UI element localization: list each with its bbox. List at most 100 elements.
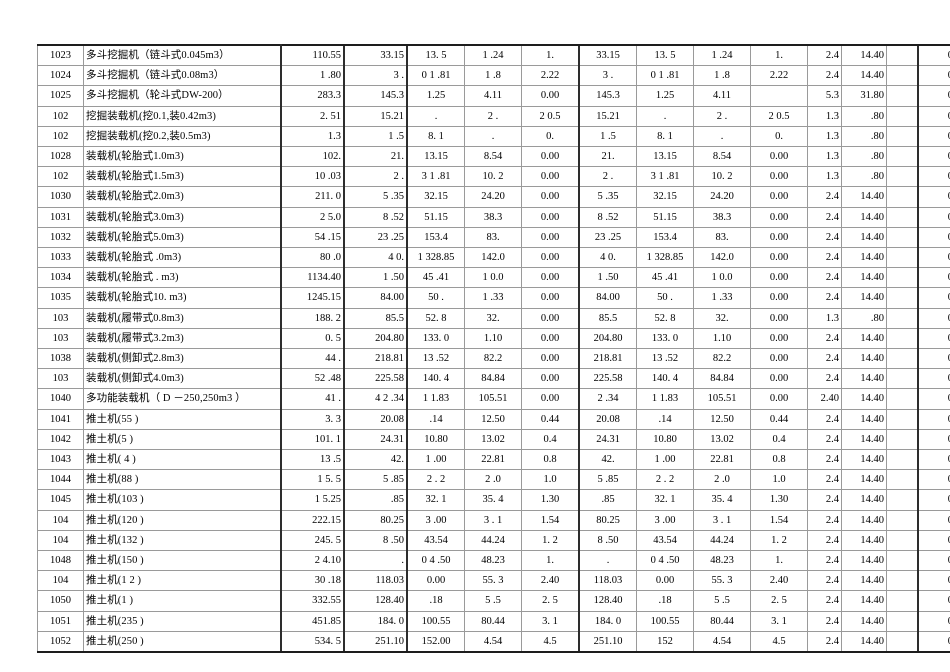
cell-c9[interactable]: 0.00 — [750, 226, 808, 249]
table-row[interactable]: 1040 多功能装载机（ D －250,250m3 ） 41 .4 2 .34 1 1… — [37, 388, 950, 410]
cell-c5[interactable]: 1. — [521, 44, 580, 67]
cell-c11[interactable]: 14.40 — [841, 368, 887, 390]
cell-c4[interactable]: 2 .0 — [464, 469, 522, 491]
cell-c5[interactable]: 0.00 — [521, 226, 580, 249]
cell-c6[interactable]: 128.40 — [578, 590, 637, 612]
cell-c4[interactable]: 8.54 — [464, 146, 522, 168]
cell-c3[interactable]: 8. 1 — [406, 125, 465, 148]
cell-c9[interactable]: 0.00 — [750, 267, 808, 289]
cell-c6[interactable]: 251.10 — [578, 630, 637, 654]
table-row[interactable]: 103 装载机(履带式0.8m3) 188. 2 85.5 52. 8 32. 0.00 85… — [37, 307, 950, 329]
cell-c12[interactable] — [886, 44, 919, 67]
cell-c10[interactable]: 2.4 — [807, 590, 842, 612]
cell-c12[interactable] — [886, 368, 919, 390]
cell-machine-name[interactable]: 装载机(侧卸式2.8m3) — [83, 348, 282, 370]
cell-c4[interactable]: 4.54 — [464, 630, 522, 654]
cell-c7[interactable]: 100.55 — [636, 610, 694, 632]
cell-c12[interactable] — [886, 590, 919, 612]
cell-c2[interactable]: 15.21 — [343, 105, 408, 127]
cell-c7[interactable]: 3 1 .81 — [636, 166, 694, 188]
cell-c1[interactable]: 80 .0 — [280, 247, 345, 269]
cell-code[interactable]: 1048 — [37, 550, 84, 572]
cell-c9[interactable]: 0.00 — [750, 368, 808, 390]
cell-c2[interactable]: 2 . — [343, 166, 408, 188]
cell-c5[interactable]: 0.00 — [521, 287, 580, 309]
cell-c4[interactable]: 3 . 1 — [464, 509, 522, 531]
cell-c9[interactable]: 1.0 — [750, 469, 808, 491]
cell-machine-name[interactable]: 推土机(55 ) — [83, 408, 282, 430]
cell-c8[interactable]: 80.44 — [693, 610, 751, 632]
table-row[interactable]: 104 推土机(1 2 ) 30 .18 118.03 0.00 55. 3 2.40 118… — [37, 570, 950, 592]
cell-c9[interactable]: 0.4 — [750, 428, 808, 451]
cell-c13[interactable]: 0 — [917, 226, 950, 249]
cell-c7[interactable]: .14 — [636, 408, 694, 430]
cell-machine-name[interactable]: 推土机(103 ) — [83, 489, 282, 511]
cell-machine-name[interactable]: 推土机(88 ) — [83, 469, 282, 491]
cell-c1[interactable]: 52 .48 — [280, 368, 345, 390]
cell-c4[interactable]: 1.10 — [464, 327, 522, 350]
cell-machine-name[interactable]: 推土机(1 ) — [83, 590, 282, 612]
cell-c13[interactable]: 0 — [917, 469, 950, 491]
cell-code[interactable]: 103 — [37, 307, 84, 329]
cell-c12[interactable] — [886, 125, 919, 148]
table-row[interactable]: 1042 推土机(5 ) 101. 1 24.31 10.80 13.02 0.4 24.31… — [37, 428, 950, 451]
cell-c7[interactable]: 32. 1 — [636, 489, 694, 511]
cell-c10[interactable]: 1.3 — [807, 166, 842, 188]
cell-c13[interactable]: 0 — [917, 206, 950, 228]
cell-c7[interactable]: 52. 8 — [636, 307, 694, 329]
cell-c2[interactable]: 184. 0 — [343, 610, 408, 632]
cell-machine-name[interactable]: 挖掘装载机(挖0.2,装0.5m3) — [83, 125, 282, 148]
cell-c3[interactable]: 1.25 — [406, 85, 465, 107]
cell-c3[interactable]: 13 .52 — [406, 348, 465, 370]
cell-c5[interactable]: 1. 2 — [521, 529, 580, 552]
cell-c6[interactable]: 21. — [578, 146, 637, 168]
cell-c4[interactable]: 48.23 — [464, 550, 522, 572]
cell-c3[interactable]: .14 — [406, 408, 465, 430]
cell-c1[interactable]: 0. 5 — [280, 327, 345, 350]
cell-machine-name[interactable]: 推土机(5 ) — [83, 428, 282, 451]
cell-code[interactable]: 1052 — [37, 630, 84, 654]
cell-c10[interactable]: 1.3 — [807, 105, 842, 127]
cell-c7[interactable]: 1 1.83 — [636, 388, 694, 410]
cell-c12[interactable] — [886, 105, 919, 127]
cell-machine-name[interactable]: 装载机(轮胎式 .0m3) — [83, 247, 282, 269]
cell-machine-name[interactable]: 推土机(150 ) — [83, 550, 282, 572]
cell-c8[interactable]: 84.84 — [693, 368, 751, 390]
cell-machine-name[interactable]: 多斗挖掘机（链斗式0.08m3） — [83, 65, 282, 87]
cell-c11[interactable]: 14.40 — [841, 529, 887, 552]
cell-c3[interactable]: .18 — [406, 590, 465, 612]
cell-c13[interactable]: 0 — [917, 529, 950, 552]
cell-c2[interactable]: 8 .50 — [343, 529, 408, 552]
cell-c12[interactable] — [886, 449, 919, 471]
table-row[interactable]: 103 装载机(侧卸式4.0m3) 52 .48 225.58 140. 4 84.84 0… — [37, 368, 950, 390]
cell-c9[interactable]: 0.00 — [750, 206, 808, 228]
cell-c5[interactable]: 0.44 — [521, 408, 580, 430]
cell-c12[interactable] — [886, 307, 919, 329]
cell-c2[interactable]: . — [343, 550, 408, 572]
cell-c12[interactable] — [886, 469, 919, 491]
cell-c13[interactable]: 0 — [917, 408, 950, 430]
cell-c8[interactable]: 4.11 — [693, 85, 751, 107]
cell-c2[interactable]: 4 0. — [343, 247, 408, 269]
cell-c4[interactable]: 4.11 — [464, 85, 522, 107]
cell-c5[interactable]: 0.00 — [521, 85, 580, 107]
cell-c9[interactable]: 0.00 — [750, 348, 808, 370]
cell-c12[interactable] — [886, 348, 919, 370]
cell-c8[interactable]: 2 .0 — [693, 469, 751, 491]
cell-c10[interactable]: 2.4 — [807, 489, 842, 511]
table-row[interactable]: 1025 多斗挖掘机（轮斗式DW-200） 283.3 145.3 1.25 4.11 0.… — [37, 85, 950, 107]
cell-c1[interactable]: 283.3 — [280, 85, 345, 107]
cell-c4[interactable]: 12.50 — [464, 408, 522, 430]
table-row[interactable]: 1051 推土机(235 ) 451.85 184. 0 100.55 80.44 3. 1… — [37, 610, 950, 632]
cell-c8[interactable]: 35. 4 — [693, 489, 751, 511]
cell-c5[interactable]: 0.00 — [521, 146, 580, 168]
table-row[interactable]: 102 挖掘装载机(挖0.1,装0.42m3) 2. 51 15.21. 2 .2 0.… — [37, 105, 950, 127]
cell-c9[interactable]: 0.8 — [750, 449, 808, 471]
cell-c9[interactable]: 0. — [750, 125, 808, 148]
cell-c3[interactable]: 100.55 — [406, 610, 465, 632]
cell-c7[interactable]: 51.15 — [636, 206, 694, 228]
cell-c11[interactable]: 31.80 — [841, 85, 887, 107]
cell-c4[interactable]: 82.2 — [464, 348, 522, 370]
cell-c11[interactable]: 14.40 — [841, 348, 887, 370]
